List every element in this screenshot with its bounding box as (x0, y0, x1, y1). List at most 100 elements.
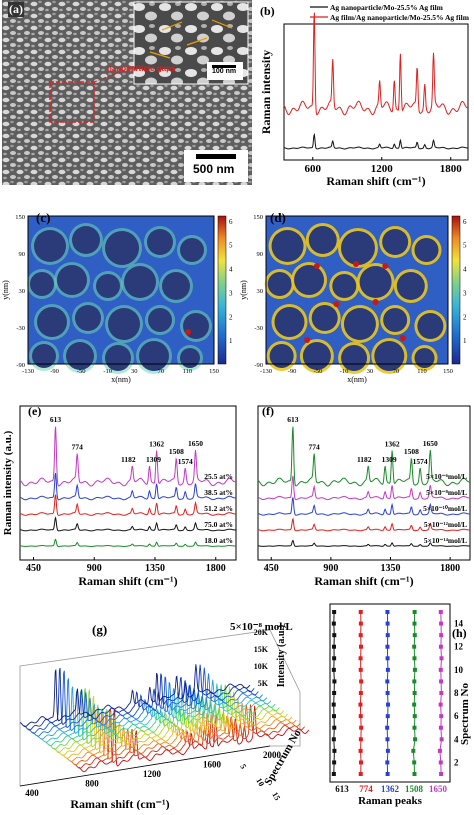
data-point (332, 610, 337, 614)
y-tick-label: -90 (254, 362, 263, 369)
colorbar-tick-label: 5 (229, 242, 233, 250)
series-line (283, 132, 469, 150)
data-point (332, 725, 337, 730)
colorbar (217, 215, 227, 365)
data-point (412, 772, 417, 776)
data-point (385, 691, 390, 695)
series-line (19, 472, 236, 501)
series-label: 5×10⁻⁶mol/L (426, 472, 467, 481)
data-point (386, 702, 391, 707)
data-point (358, 621, 363, 626)
y-axis-label: Raman intensity (259, 50, 273, 134)
peak-label: 613 (50, 415, 62, 424)
data-point (437, 748, 442, 753)
nanoparticle (269, 344, 294, 368)
nanoparticle (72, 226, 100, 254)
data-point (438, 644, 443, 649)
nanoparticle (180, 238, 204, 262)
y-axis-label: y(nm) (1, 280, 10, 300)
y-tick-label: 6 (454, 711, 459, 721)
waterfall-spectrum (23, 664, 255, 731)
nanoparticle (382, 229, 409, 255)
series-line (19, 516, 237, 532)
colorbar-tick-label: 4 (229, 266, 233, 274)
peak-label: 1650 (188, 439, 203, 448)
data-point (385, 714, 390, 719)
data-point (359, 725, 364, 730)
nanoparticle (414, 238, 439, 262)
plot-frame (257, 405, 471, 561)
legend-entry: Ag nanoparticle/Mo-25.5% Ag film (330, 3, 444, 12)
data-point (439, 633, 444, 638)
panel-label-d: (d) (270, 210, 286, 225)
data-point (412, 667, 417, 672)
data-point (385, 737, 390, 742)
x-tick-label: -130 (22, 368, 34, 375)
waterfall-spectrum (49, 684, 280, 750)
field-hotspot (313, 263, 320, 269)
data-point (385, 656, 390, 661)
data-point (412, 656, 417, 661)
nanoparticle (162, 272, 190, 300)
data-point (438, 702, 443, 707)
series-line (19, 494, 237, 516)
x-axis-label: Raman shift (cm⁻¹) (78, 574, 177, 588)
series-line (19, 538, 236, 548)
y-tick-label: 30 (257, 288, 264, 295)
field-hotspot (372, 299, 379, 305)
x-tick-label: 450 (26, 563, 41, 574)
x-axis-label: Raman shift (cm⁻¹) (326, 174, 425, 188)
y-tick-label: 90 (257, 251, 264, 258)
nanoparticle (105, 231, 139, 265)
x-tick-label: -130 (260, 368, 272, 375)
nanoparticle (311, 305, 338, 331)
x-tick-label: 1800 (440, 163, 463, 175)
peak-label: 613 (287, 415, 299, 424)
series-line (19, 426, 237, 487)
data-point (385, 644, 390, 649)
data-point (411, 748, 416, 753)
data-point (358, 772, 363, 776)
colorbar-tick-label: 5 (463, 242, 467, 250)
x-tick-label: 1350 (145, 563, 165, 574)
peak-label: 1362 (385, 440, 400, 449)
chart-g: 400 800 1200 1600 2000 Raman shift (cm⁻¹) 5K 10… (19, 621, 310, 811)
x-tick-label: -50 (77, 368, 86, 375)
nanoparticle (180, 348, 200, 368)
data-point (412, 714, 417, 719)
data-point (358, 656, 363, 661)
data-point (331, 714, 336, 719)
x-tick-label: 30 (367, 368, 374, 375)
x-tick-label: 1362 (381, 784, 400, 794)
x-tick-label: 1650 (429, 784, 448, 794)
series-label: 5×10⁻¹⁴mol/L (424, 536, 467, 545)
nanoparticle (37, 307, 67, 337)
x-tick-label: 800 (85, 779, 99, 789)
y-tick-label: 150 (253, 214, 263, 221)
panel-a: (a) nanoparticle gaps 100 nm 500 nm (2, 0, 252, 185)
x-tick-label: 900 (87, 563, 102, 574)
x-tick-label: -90 (288, 368, 297, 375)
peak-label: 1309 (382, 455, 397, 464)
data-point (439, 621, 444, 626)
data-point (412, 621, 417, 626)
series-line (257, 539, 470, 547)
peak-label: 1508 (404, 447, 419, 456)
data-point (412, 725, 417, 730)
nanoparticle (34, 230, 66, 262)
field-hotspot (185, 329, 191, 335)
panel-c: 1 2 3 4 5 6 -130 -90 -50 -10 30 70 110 150 150 90 30 -30-… (0, 196, 240, 384)
panel-label-h: (h) (452, 626, 467, 640)
peak-label: 1574 (413, 457, 428, 466)
panel-label-e: (e) (28, 404, 42, 418)
nanoparticle (108, 308, 140, 340)
series-line (257, 497, 471, 516)
data-point (359, 760, 364, 765)
x-tick-label: 600 (305, 163, 322, 175)
nanoparticle (417, 313, 444, 339)
y-tick-label: 30 (19, 288, 26, 295)
panel-g: 400 800 1200 1600 2000 Raman shift (cm⁻¹) 5K 10… (0, 596, 330, 811)
x-tick-label: 1508 (405, 784, 424, 794)
data-point (358, 748, 363, 753)
